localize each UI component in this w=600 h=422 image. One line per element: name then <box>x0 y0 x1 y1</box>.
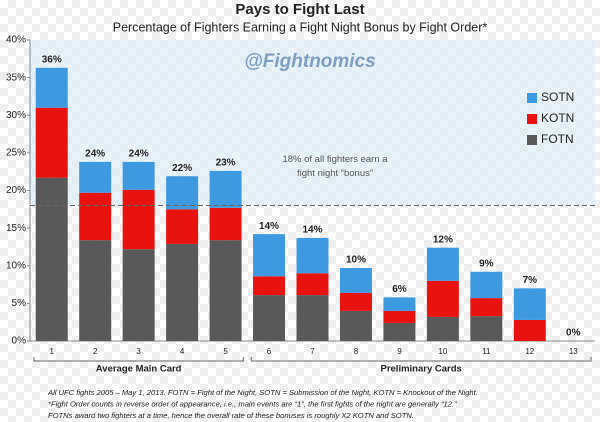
x-tick-label: 1 <box>50 347 55 356</box>
y-tick-label: 25% <box>6 148 26 159</box>
bar-segment <box>383 297 416 311</box>
x-tick-label: 3 <box>136 347 141 356</box>
bar-segment <box>339 292 372 311</box>
x-tick-label: 13 <box>569 347 578 356</box>
x-tick-label: 10 <box>438 347 447 356</box>
bar-segment <box>383 322 416 341</box>
bar-segment <box>122 249 155 341</box>
reference-label: fight night “bonus” <box>297 168 373 179</box>
bar-segment <box>296 295 329 341</box>
bar-segment <box>296 237 329 274</box>
x-tick-label: 4 <box>180 347 185 356</box>
bar-segment <box>253 276 286 296</box>
bar-segment <box>166 243 199 341</box>
footnote: FOTNs award two fighters at a time, henc… <box>48 411 414 420</box>
y-tick-label: 0% <box>12 336 27 347</box>
legend-label: FOTN <box>541 132 574 146</box>
footnote: *Fight Order counts in reverse order of … <box>48 400 457 409</box>
bar-segment <box>209 240 242 341</box>
bar-segment <box>122 161 155 190</box>
group-label: Preliminary Cards <box>380 364 461 375</box>
bar-segment <box>513 288 546 320</box>
annotation: @Fightnomics <box>244 51 375 72</box>
chart-title: Pays to Fight Last <box>235 1 364 18</box>
y-tick-label: 20% <box>6 185 26 196</box>
reference-label: 18% of all fighters earn a <box>282 154 388 165</box>
x-tick-label: 9 <box>397 347 402 356</box>
x-tick-label: 12 <box>525 347 534 356</box>
bar-segment <box>470 298 503 317</box>
bar-segment <box>166 176 199 210</box>
x-tick-label: 6 <box>267 347 272 356</box>
bar-segment <box>253 234 286 277</box>
bar-segment <box>339 310 372 341</box>
total-label: 7% <box>523 275 538 286</box>
bar-segment <box>35 177 68 341</box>
y-tick-label: 10% <box>6 260 26 271</box>
group-label: Average Main Card <box>96 364 182 375</box>
x-tick-label: 5 <box>223 347 228 356</box>
total-label: 6% <box>392 284 407 295</box>
bar-segment <box>470 271 503 299</box>
x-tick-label: 8 <box>354 347 359 356</box>
bar-segment <box>339 268 372 293</box>
bar-segment <box>209 170 242 208</box>
y-tick-label: 35% <box>6 72 26 83</box>
bar-segment <box>426 316 459 341</box>
bar-segment <box>79 161 112 193</box>
legend-swatch <box>527 93 537 103</box>
total-label: 9% <box>479 258 494 269</box>
total-label: 14% <box>302 225 322 236</box>
total-label: 22% <box>172 163 192 174</box>
y-tick-label: 40% <box>6 35 26 46</box>
legend-swatch <box>527 114 537 124</box>
bar-segment <box>426 247 459 281</box>
total-label: 12% <box>433 234 453 245</box>
bar-segment <box>122 189 155 250</box>
bar-segment <box>513 319 546 341</box>
y-tick-label: 15% <box>6 223 26 234</box>
total-label: 23% <box>216 158 236 169</box>
footnote: All UFC fights 2005 – May 1, 2013. FOTN … <box>47 388 478 397</box>
bar-segment <box>166 209 199 244</box>
bar-segment <box>383 310 416 323</box>
bar-segment <box>209 207 242 241</box>
legend-swatch <box>527 135 537 145</box>
bar-segment <box>79 192 112 241</box>
group-bracket <box>250 357 592 362</box>
bar-segment <box>470 316 503 341</box>
total-label: 36% <box>42 54 62 65</box>
group-bracket <box>33 357 244 362</box>
bar-segment <box>296 273 329 296</box>
bar-segment <box>253 295 286 341</box>
total-label: 10% <box>346 255 366 266</box>
bar-segment <box>35 107 68 178</box>
x-tick-label: 2 <box>93 347 98 356</box>
x-tick-label: 11 <box>482 347 491 356</box>
bar-segment <box>79 240 112 341</box>
chart-subtitle: Percentage of Fighters Earning a Fight N… <box>113 20 488 34</box>
legend-label: KOTN <box>541 111 574 125</box>
total-label: 24% <box>85 149 105 160</box>
total-label: 0% <box>566 328 581 339</box>
y-tick-label: 5% <box>12 298 27 309</box>
total-label: 24% <box>129 149 149 160</box>
total-label: 14% <box>259 221 279 232</box>
x-tick-label: 7 <box>310 347 315 356</box>
y-tick-label: 30% <box>6 110 26 121</box>
legend-label: SOTN <box>541 90 574 104</box>
bar-segment <box>426 280 459 317</box>
bar-segment <box>35 67 68 108</box>
